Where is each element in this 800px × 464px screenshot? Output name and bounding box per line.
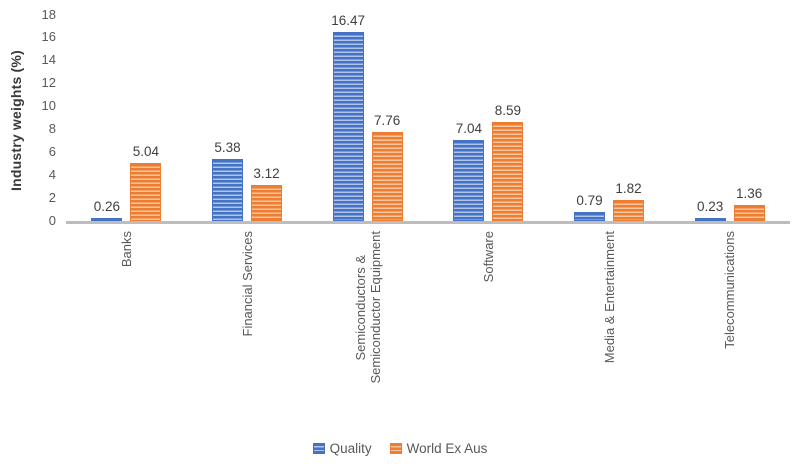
legend-label: World Ex Aus — [406, 440, 488, 456]
y-tick-label: 18 — [41, 6, 56, 22]
y-tick-label: 8 — [48, 121, 56, 137]
value-label: 16.47 — [331, 13, 366, 29]
bar-world-ex-aus-software — [492, 122, 524, 221]
category-label: Semiconductors & Semiconductor Equipment — [352, 231, 383, 384]
value-label: 1.36 — [736, 186, 763, 202]
y-tick-label: 10 — [41, 98, 56, 114]
bar-quality-media-entertainment — [574, 211, 605, 221]
y-tick-label: 0 — [48, 213, 56, 228]
legend-item-world-ex-aus: World Ex Aus — [389, 440, 488, 456]
value-label: 0.79 — [576, 192, 603, 208]
bar-quality-telecommunications — [694, 218, 726, 221]
bar-quality-software — [453, 140, 485, 221]
bar-world-ex-aus-banks — [130, 163, 162, 221]
value-label: 5.38 — [214, 140, 241, 156]
value-label: 3.12 — [253, 166, 280, 182]
legend-label: Quality — [329, 440, 372, 456]
x-axis-line — [66, 221, 790, 224]
bar-quality-banks — [91, 218, 123, 221]
category-label: Financial Services — [239, 231, 255, 337]
y-tick-label: 16 — [41, 29, 56, 45]
bar-world-ex-aus-telecommunications — [733, 205, 765, 221]
category-label: Software — [480, 231, 496, 283]
legend-swatch-icon — [389, 442, 402, 454]
legend: Quality World Ex Aus — [0, 439, 800, 457]
value-label: 5.04 — [132, 144, 159, 160]
bar-quality-financial-services — [212, 159, 243, 221]
category-label: Media & Entertainment — [601, 231, 617, 364]
bar-world-ex-aus-semiconductors-semiconductor-equipment — [371, 131, 403, 221]
bar-world-ex-aus-media-entertainment — [613, 200, 644, 221]
legend-swatch-icon — [312, 442, 325, 454]
bar-world-ex-aus-financial-services — [251, 185, 282, 221]
y-tick-label: 14 — [41, 52, 56, 68]
value-label: 1.82 — [615, 181, 642, 197]
value-label: 8.59 — [494, 103, 521, 119]
value-label: 7.76 — [374, 112, 401, 128]
y-axis-title: Industry weights (%) — [8, 50, 24, 192]
legend-item-quality: Quality — [312, 440, 372, 456]
y-tick-label: 6 — [48, 144, 56, 160]
value-label: 7.04 — [455, 121, 482, 137]
category-label: Telecommunications — [722, 231, 738, 349]
y-tick-label: 4 — [48, 167, 56, 183]
value-label: 0.23 — [697, 199, 724, 215]
bar-quality-semiconductors-semiconductor-equipment — [332, 32, 364, 221]
category-label: Banks — [118, 231, 134, 268]
y-tick-label: 12 — [41, 75, 56, 91]
value-label: 0.26 — [93, 199, 120, 215]
y-tick-label: 2 — [48, 190, 56, 206]
